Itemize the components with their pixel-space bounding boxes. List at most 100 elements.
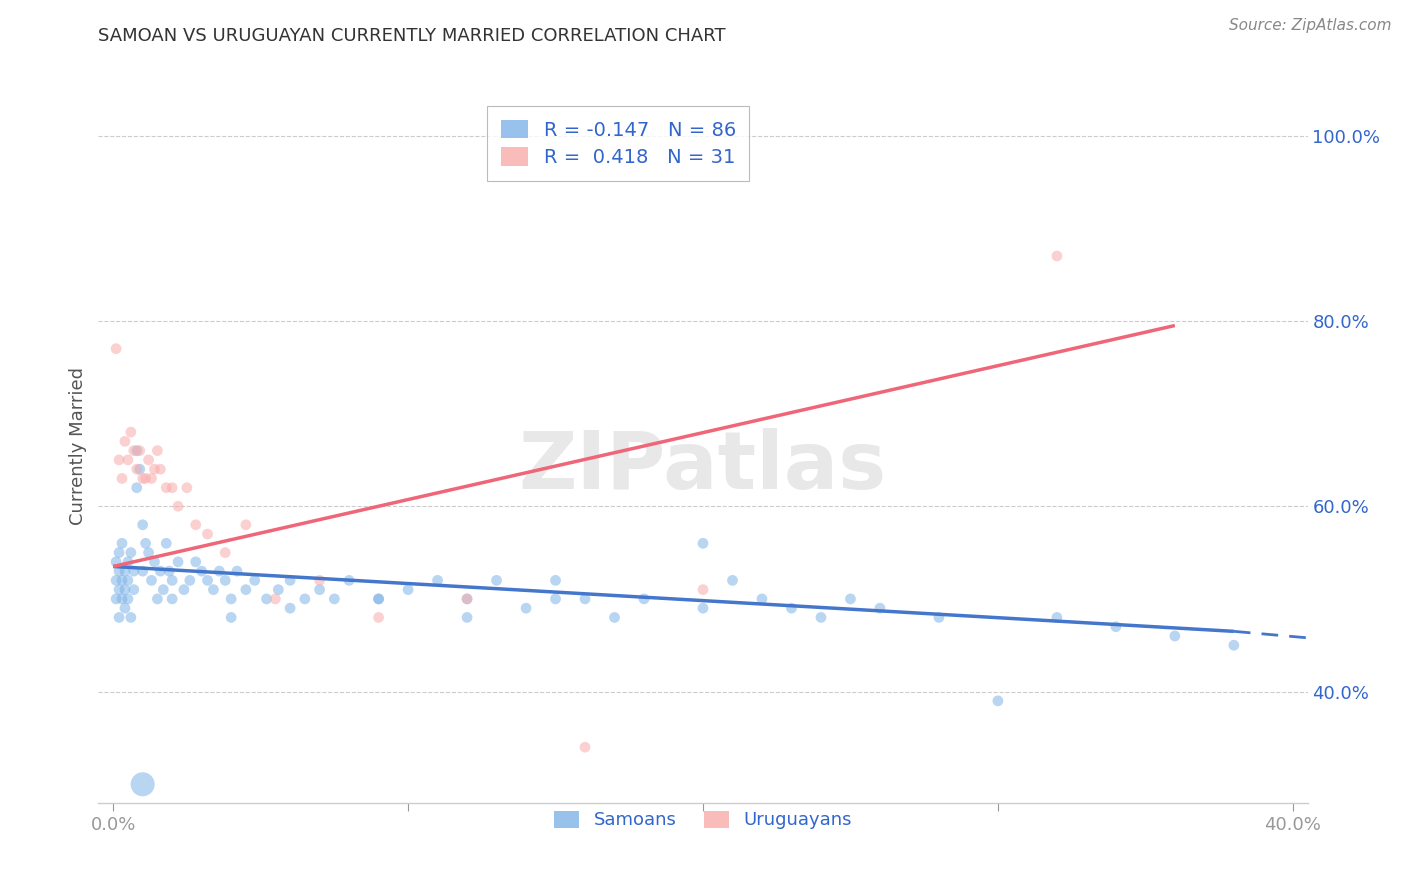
Point xyxy=(1164,629,1187,643)
Point xyxy=(141,471,163,485)
Point xyxy=(267,582,290,597)
Point xyxy=(544,591,567,606)
Point xyxy=(243,574,266,588)
Point xyxy=(149,564,172,578)
Point xyxy=(367,591,389,606)
Point xyxy=(131,517,153,532)
Point xyxy=(160,481,183,495)
Point xyxy=(869,601,891,615)
Point xyxy=(131,471,153,485)
Point xyxy=(111,536,134,550)
Point xyxy=(692,536,714,550)
Point xyxy=(308,582,330,597)
Point xyxy=(108,582,131,597)
Point xyxy=(278,574,301,588)
Point xyxy=(105,574,128,588)
Point xyxy=(214,574,236,588)
Text: ZIPatlas: ZIPatlas xyxy=(519,428,887,507)
Point xyxy=(108,564,131,578)
Point xyxy=(131,777,153,791)
Point xyxy=(111,591,134,606)
Point xyxy=(426,574,449,588)
Point xyxy=(219,610,242,624)
Point xyxy=(456,591,478,606)
Point xyxy=(544,574,567,588)
Point xyxy=(1105,620,1128,634)
Point xyxy=(108,610,131,624)
Point xyxy=(294,591,316,606)
Point xyxy=(692,582,714,597)
Point xyxy=(108,453,131,467)
Point xyxy=(138,453,160,467)
Point xyxy=(184,555,207,569)
Point xyxy=(117,453,139,467)
Point xyxy=(114,601,136,615)
Point xyxy=(396,582,419,597)
Point xyxy=(173,582,195,597)
Point xyxy=(184,517,207,532)
Point xyxy=(264,591,287,606)
Point xyxy=(122,443,145,458)
Point xyxy=(190,564,212,578)
Point xyxy=(928,610,950,624)
Point xyxy=(197,574,219,588)
Point xyxy=(141,574,163,588)
Point xyxy=(214,545,236,559)
Point xyxy=(120,610,142,624)
Point xyxy=(120,545,142,559)
Point xyxy=(197,527,219,541)
Point xyxy=(692,601,714,615)
Point xyxy=(125,481,148,495)
Point xyxy=(456,610,478,624)
Point xyxy=(111,574,134,588)
Point xyxy=(987,694,1010,708)
Point xyxy=(105,555,128,569)
Point xyxy=(105,342,128,356)
Point xyxy=(721,574,744,588)
Point xyxy=(751,591,773,606)
Point xyxy=(235,582,257,597)
Point xyxy=(176,481,198,495)
Point xyxy=(149,462,172,476)
Text: Source: ZipAtlas.com: Source: ZipAtlas.com xyxy=(1229,18,1392,33)
Text: SAMOAN VS URUGUAYAN CURRENTLY MARRIED CORRELATION CHART: SAMOAN VS URUGUAYAN CURRENTLY MARRIED CO… xyxy=(98,27,725,45)
Point xyxy=(167,555,190,569)
Point xyxy=(122,564,145,578)
Point xyxy=(157,564,180,578)
Point xyxy=(1046,610,1069,624)
Point xyxy=(131,564,153,578)
Legend: Samoans, Uruguayans: Samoans, Uruguayans xyxy=(547,804,859,837)
Point xyxy=(780,601,803,615)
Point xyxy=(308,574,330,588)
Point xyxy=(219,591,242,606)
Point xyxy=(323,591,346,606)
Point xyxy=(135,471,157,485)
Point xyxy=(160,591,183,606)
Point xyxy=(208,564,231,578)
Point xyxy=(146,591,169,606)
Point xyxy=(367,610,389,624)
Point xyxy=(117,574,139,588)
Point xyxy=(456,591,478,606)
Point xyxy=(1223,638,1246,652)
Point xyxy=(105,591,128,606)
Point xyxy=(152,582,174,597)
Point xyxy=(114,434,136,449)
Point xyxy=(810,610,832,624)
Point xyxy=(114,582,136,597)
Point xyxy=(120,425,142,439)
Point xyxy=(515,601,537,615)
Point xyxy=(839,591,862,606)
Point xyxy=(108,545,131,559)
Point xyxy=(574,591,596,606)
Point xyxy=(202,582,225,597)
Point xyxy=(633,591,655,606)
Point xyxy=(125,443,148,458)
Point xyxy=(122,582,145,597)
Point xyxy=(117,591,139,606)
Point xyxy=(235,517,257,532)
Point xyxy=(128,462,150,476)
Point xyxy=(278,601,301,615)
Point xyxy=(1046,249,1069,263)
Point xyxy=(256,591,278,606)
